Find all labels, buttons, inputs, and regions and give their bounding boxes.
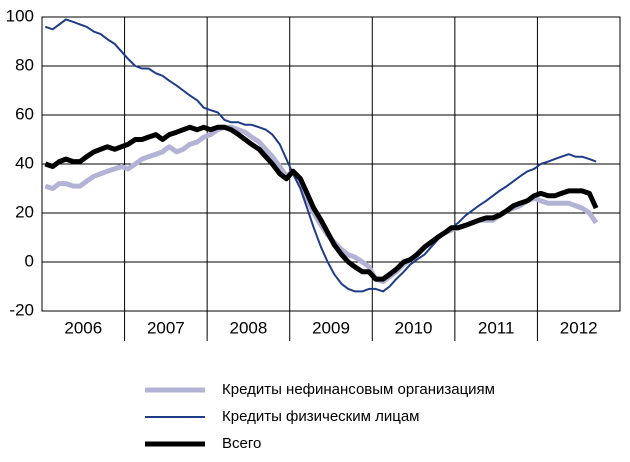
x-tick-label: 2011 bbox=[478, 318, 515, 337]
plot-frame bbox=[41, 16, 621, 312]
series-line bbox=[44, 18, 597, 293]
legend-label: Всего bbox=[222, 435, 261, 452]
y-tick-label: 20 bbox=[15, 202, 34, 221]
legend-label: Кредиты нефинансовым организациям bbox=[222, 381, 495, 398]
y-tick-label: 0 bbox=[25, 251, 34, 270]
x-tick-label: 2006 bbox=[64, 318, 102, 337]
x-tick-label: 2007 bbox=[147, 318, 185, 337]
y-tick-label: 60 bbox=[15, 104, 34, 123]
x-tick-label: 2009 bbox=[312, 318, 350, 337]
x-tick-label: 2008 bbox=[230, 318, 268, 337]
y-tick-label: 80 bbox=[15, 55, 34, 74]
x-tick-label: 2012 bbox=[560, 318, 598, 337]
x-tick-label: 2010 bbox=[395, 318, 433, 337]
y-tick-label: 100 bbox=[6, 6, 34, 25]
series-line bbox=[44, 124, 599, 282]
y-tick-label: 40 bbox=[15, 153, 34, 172]
legend-label: Кредиты физическим лицам bbox=[222, 408, 419, 425]
y-tick-label: -20 bbox=[9, 300, 34, 319]
